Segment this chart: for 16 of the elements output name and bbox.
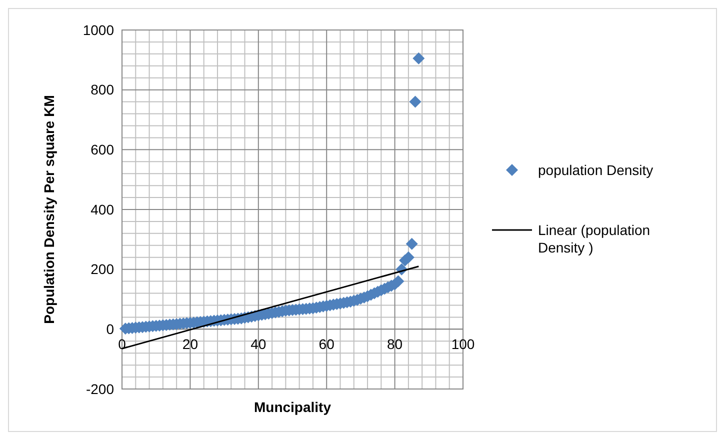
- y-tick-label: 0: [106, 321, 114, 338]
- y-tick-label: 600: [90, 142, 114, 158]
- x-tick-label: 60: [318, 336, 335, 352]
- y-tick-label: -200: [86, 380, 114, 397]
- x-tick-label: 40: [250, 336, 266, 352]
- y-tick-label: 400: [90, 201, 114, 218]
- y-tick-label: 800: [90, 82, 114, 98]
- legend-label: population Density: [538, 162, 654, 178]
- y-axis-title: Population Density Per square KM: [41, 95, 57, 324]
- x-tick-label: 20: [182, 336, 198, 352]
- x-tick-label: 100: [451, 336, 475, 352]
- x-axis-title: Muncipality: [254, 399, 332, 415]
- legend-label: Linear (population Density ): [538, 222, 650, 256]
- y-tick-label: 1000: [82, 22, 114, 38]
- x-tick-label: 80: [387, 336, 403, 352]
- y-tick-label: 200: [90, 261, 114, 278]
